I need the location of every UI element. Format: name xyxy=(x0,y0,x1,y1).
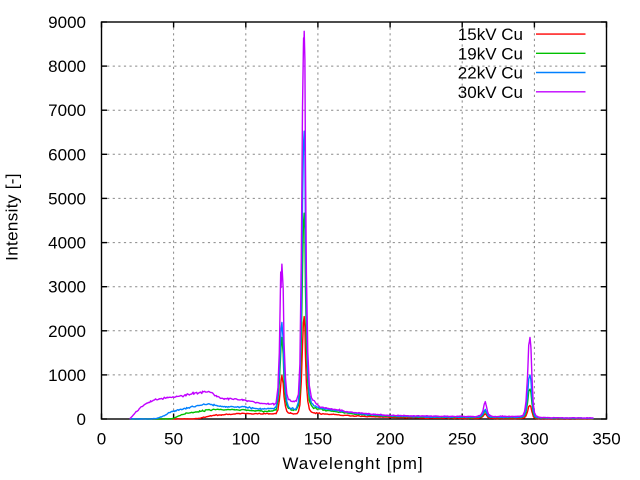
svg-text:100: 100 xyxy=(232,430,260,449)
svg-text:0: 0 xyxy=(77,410,86,429)
svg-text:15kV Cu: 15kV Cu xyxy=(458,25,523,44)
svg-text:150: 150 xyxy=(304,430,332,449)
svg-text:9000: 9000 xyxy=(48,13,86,32)
svg-text:350: 350 xyxy=(592,430,620,449)
svg-text:19kV Cu: 19kV Cu xyxy=(458,44,523,63)
svg-text:300: 300 xyxy=(520,430,548,449)
svg-text:7000: 7000 xyxy=(48,101,86,120)
svg-text:0: 0 xyxy=(97,430,106,449)
svg-text:8000: 8000 xyxy=(48,57,86,76)
svg-text:Wavelenght [pm]: Wavelenght [pm] xyxy=(282,454,423,473)
svg-text:4000: 4000 xyxy=(48,234,86,253)
svg-text:30kV Cu: 30kV Cu xyxy=(458,83,523,102)
svg-text:5000: 5000 xyxy=(48,189,86,208)
svg-text:200: 200 xyxy=(376,430,404,449)
svg-text:2000: 2000 xyxy=(48,322,86,341)
svg-text:22kV Cu: 22kV Cu xyxy=(458,64,523,83)
svg-text:3000: 3000 xyxy=(48,278,86,297)
svg-text:1000: 1000 xyxy=(48,366,86,385)
svg-text:250: 250 xyxy=(448,430,476,449)
svg-text:50: 50 xyxy=(164,430,183,449)
svg-text:Intensity [-]: Intensity [-] xyxy=(3,173,22,261)
svg-text:6000: 6000 xyxy=(48,145,86,164)
